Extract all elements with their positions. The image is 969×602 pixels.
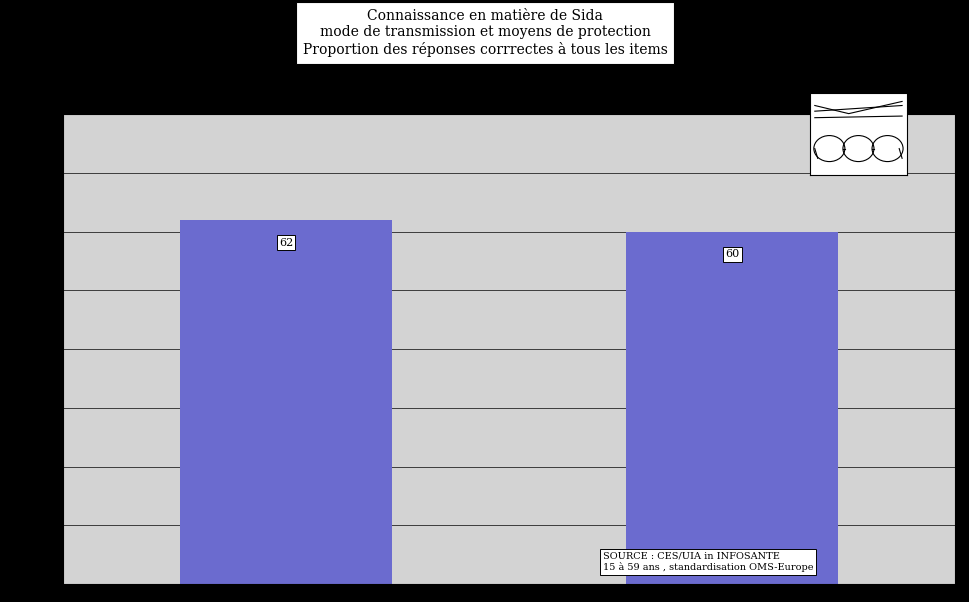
Bar	[626, 232, 837, 584]
Text: 62: 62	[279, 238, 293, 247]
Text: SOURCE : CES/UIA in INFOSANTE
15 à 59 ans , standardisation OMS-Europe: SOURCE : CES/UIA in INFOSANTE 15 à 59 an…	[603, 552, 813, 572]
Text: 60: 60	[725, 249, 738, 259]
Bar	[180, 220, 391, 584]
Text: Connaissance en matière de Sida
mode de transmission et moyens de protection
Pro: Connaissance en matière de Sida mode de …	[302, 9, 667, 57]
